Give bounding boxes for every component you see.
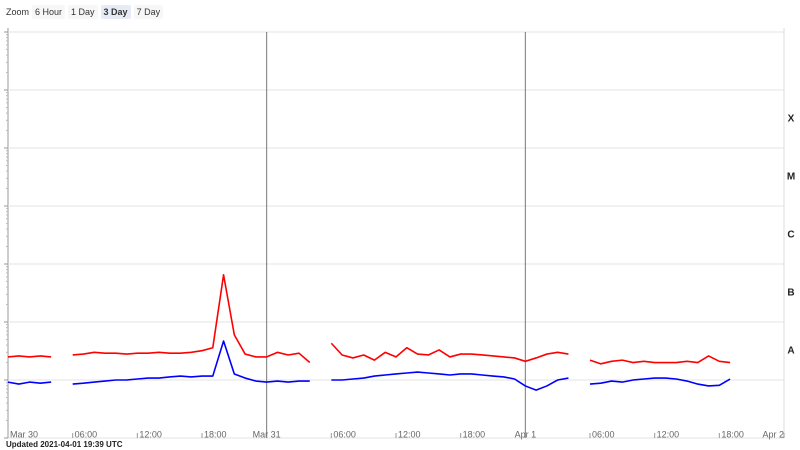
class-label: C <box>787 230 794 241</box>
zoom-toolbar: Zoom 6 Hour 1 Day 3 Day 7 Day <box>6 4 164 20</box>
class-label: B <box>787 288 794 299</box>
x-tick-label: 18:00 <box>204 429 227 439</box>
zoom-button[interactable]: 3 Day <box>100 5 131 19</box>
zoom-label: Zoom <box>6 7 30 17</box>
x-tick-label: 12:00 <box>657 429 680 439</box>
zoom-button[interactable]: 1 Day <box>68 5 98 19</box>
x-tick-label: Mar 30 <box>10 429 38 439</box>
class-label: X <box>788 114 795 125</box>
class-label: A <box>787 346 794 357</box>
x-tick-label: 06:00 <box>592 429 615 439</box>
series-line <box>7 274 731 365</box>
x-tick-label: 18:00 <box>463 429 486 439</box>
x-tick-label: Mar 31 <box>253 429 281 439</box>
x-tick-label: 18:00 <box>721 429 744 439</box>
x-tick-label: 12:00 <box>139 429 162 439</box>
zoom-button[interactable]: 7 Day <box>133 5 164 19</box>
x-tick-label: 06:00 <box>333 429 356 439</box>
class-label: M <box>787 172 795 183</box>
x-tick-label: 06:00 <box>75 429 98 439</box>
x-tick-label: Apr 1 <box>515 429 537 439</box>
updated-note: Updated 2021-04-01 19:39 UTC <box>6 440 123 449</box>
x-tick-label: Apr 2 <box>762 429 784 439</box>
series-line <box>7 340 731 391</box>
x-tick-label: 12:00 <box>398 429 421 439</box>
zoom-button[interactable]: 6 Hour <box>32 5 66 19</box>
